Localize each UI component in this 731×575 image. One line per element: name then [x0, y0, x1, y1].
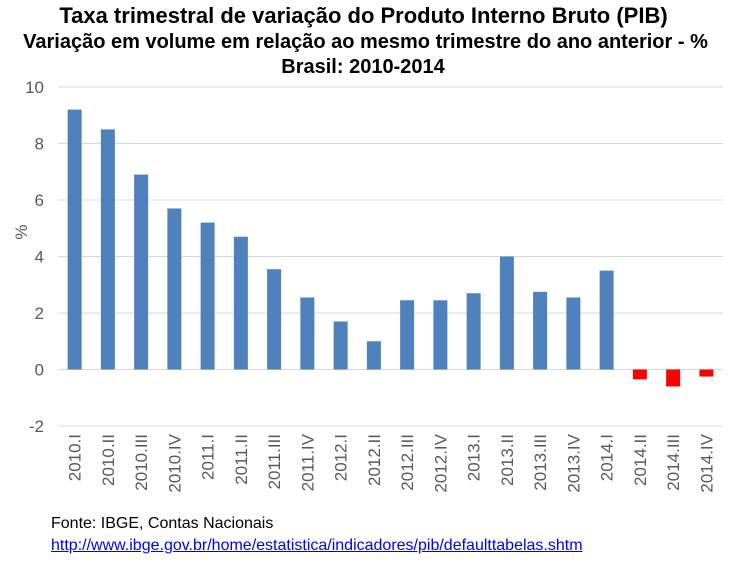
source-note: Fonte: IBGE, Contas Nacionais: [51, 515, 274, 532]
x-tick-label: 2011.II: [232, 434, 251, 485]
bar-2014.I: [599, 270, 614, 370]
bars: [67, 109, 714, 387]
x-tick-label: 2014.IV: [697, 433, 716, 492]
y-tick-label: 2: [35, 304, 44, 323]
x-tick-label: 2012.IV: [431, 433, 450, 492]
bar-2012.IV: [433, 300, 448, 370]
bar-2013.II: [499, 256, 514, 370]
x-tick-label: 2014.I: [598, 434, 617, 481]
x-tick-label: 2012.III: [398, 434, 417, 491]
bar-2014.II: [632, 369, 647, 380]
x-tick-label: 2011.IV: [298, 433, 317, 491]
bar-2013.IV: [566, 297, 581, 370]
bar-2011.III: [267, 269, 282, 370]
bar-2014.IV: [699, 369, 714, 377]
x-tick-label: 2010.II: [99, 434, 118, 486]
bar-2011.II: [233, 236, 248, 370]
x-tick-label: 2014.II: [631, 434, 650, 486]
bar-2014.III: [666, 369, 681, 387]
x-tick-label: 2012.II: [365, 434, 384, 486]
y-tick-labels: -2 0 2 4 6 8 10: [25, 78, 44, 436]
gridlines: [58, 86, 723, 427]
y-tick-label: 10: [25, 78, 44, 97]
bar-2012.I: [333, 321, 348, 370]
x-tick-label: 2013.III: [531, 434, 550, 491]
bar-2012.III: [400, 300, 415, 370]
bar-2012.II: [366, 341, 381, 370]
x-tick-label: 2014.III: [664, 434, 683, 491]
footer: Fonte: IBGE, Contas Nacionais http://www…: [51, 513, 583, 557]
x-tick-label: 2011.I: [199, 434, 218, 480]
chart-subtitle-region: Brasil: 2010-2014: [281, 56, 445, 78]
chart-title-block: Taxa trimestral de variação do Produto I…: [0, 2, 731, 80]
x-tick-label: 2012.I: [332, 434, 351, 481]
x-tick-label: 2010.I: [66, 434, 85, 481]
x-tick-label: 2013.I: [465, 434, 484, 481]
bar-2010.I: [67, 109, 82, 370]
y-tick-label: 6: [35, 191, 44, 210]
y-tick-label: 4: [35, 248, 44, 267]
chart-title: Taxa trimestral de variação do Produto I…: [59, 3, 668, 28]
bar-chart: -2 0 2 4 6 8 10 % 2010.I 2010.II 2010.III 2010.IV…: [12, 78, 723, 493]
y-tick-label: -2: [29, 417, 44, 436]
chart-subtitle: Variação em volume em relação ao mesmo t…: [23, 31, 708, 53]
y-axis-label: %: [12, 224, 31, 239]
bar-2013.I: [466, 293, 481, 370]
x-tick-labels: 2010.I 2010.II 2010.III 2010.IV 2011.I 2011.I…: [66, 433, 717, 492]
bar-2013.III: [533, 291, 548, 370]
bar-2011.IV: [300, 297, 315, 370]
y-tick-label: 0: [35, 361, 44, 380]
bar-2010.III: [134, 174, 149, 370]
x-tick-label: 2013.II: [498, 434, 517, 486]
x-tick-label: 2011.III: [265, 434, 284, 489]
x-tick-label: 2010.III: [132, 434, 151, 491]
bar-2011.I: [200, 222, 215, 370]
bar-2010.IV: [167, 208, 182, 370]
y-tick-label: 8: [35, 135, 44, 154]
x-tick-label: 2013.IV: [564, 433, 583, 492]
x-tick-label: 2010.IV: [165, 433, 184, 492]
source-link[interactable]: http://www.ibge.gov.br/home/estatistica/…: [51, 537, 583, 554]
bar-2010.II: [100, 129, 115, 370]
